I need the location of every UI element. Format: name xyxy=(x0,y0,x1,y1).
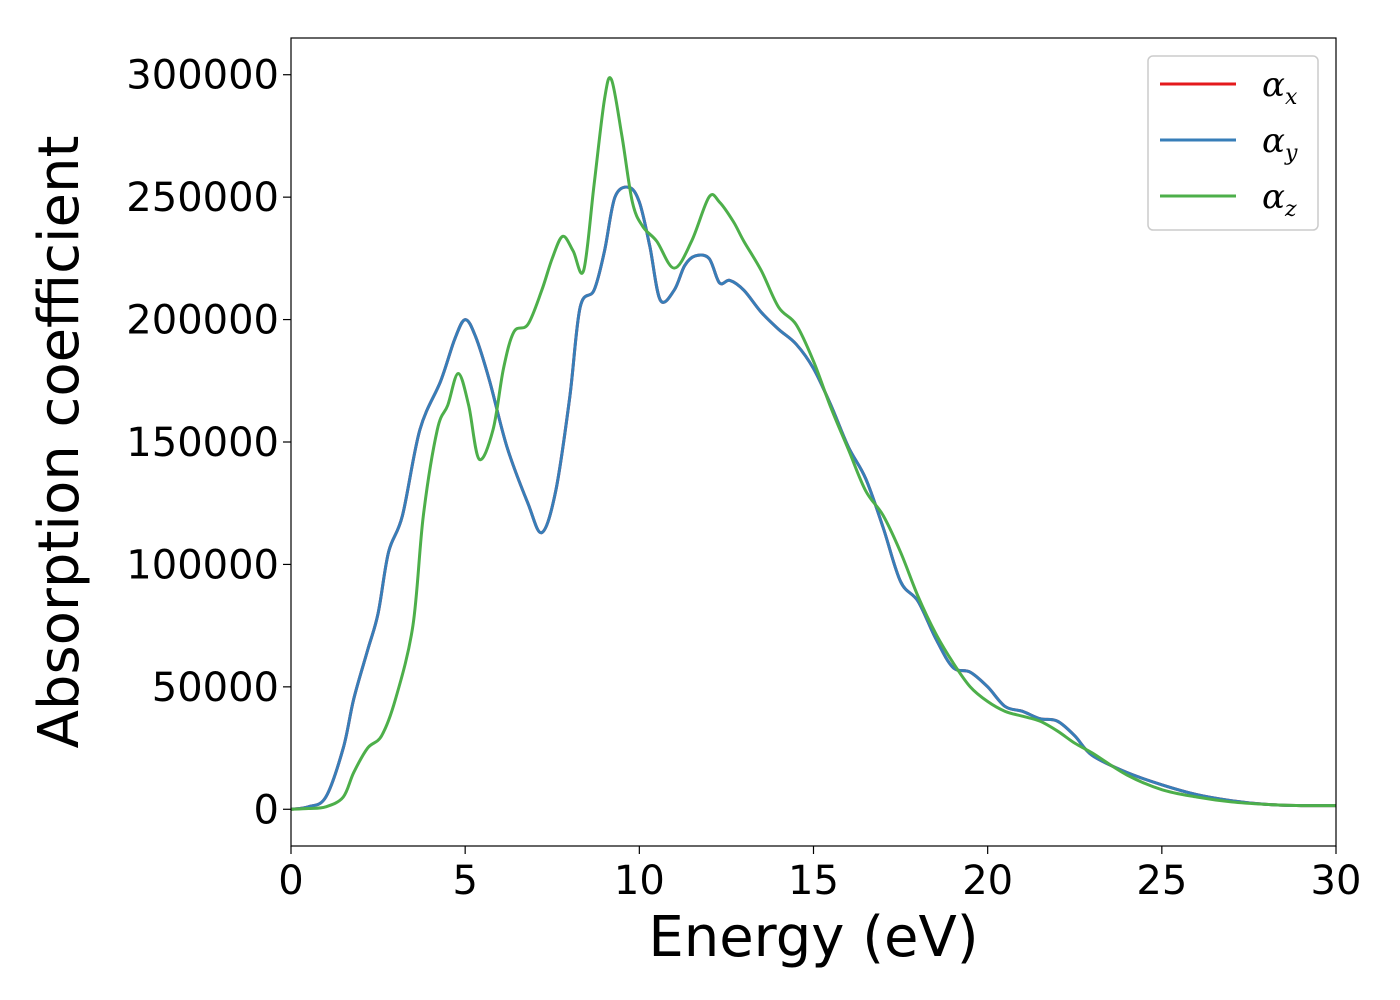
y-tick-label: 250000 xyxy=(126,175,279,221)
x-axis-label: Energy (eV) xyxy=(648,905,978,970)
x-tick-label: 5 xyxy=(452,858,477,904)
x-tick-label: 30 xyxy=(1311,858,1362,904)
series-line-y xyxy=(290,185,1337,811)
series-layer xyxy=(290,76,1337,811)
x-tick-label: 25 xyxy=(1136,858,1187,904)
y-tick-label: 50000 xyxy=(152,665,279,711)
y-tick-label: 100000 xyxy=(126,542,279,588)
legend: αx αy αz xyxy=(1147,55,1319,231)
series-line-z xyxy=(290,76,1337,811)
y-tick-label: 300000 xyxy=(126,53,279,99)
y-tick-label: 0 xyxy=(254,787,279,833)
y-tick-label: 200000 xyxy=(126,298,279,344)
y-axis-label: Absorption coefficient xyxy=(27,136,92,749)
x-tick-label: 10 xyxy=(614,858,665,904)
axis-ticks: 0 5 10 15 20 25 30 0 50000 100000 150000 200000 2500… xyxy=(126,53,1361,904)
x-tick-label: 15 xyxy=(788,858,839,904)
x-tick-label: 20 xyxy=(962,858,1013,904)
legend-box xyxy=(1147,55,1319,231)
legend-label-x: αx xyxy=(1262,65,1298,110)
y-tick-label: 150000 xyxy=(126,420,279,466)
legend-label-y: αy xyxy=(1262,121,1298,166)
x-tick-label: 0 xyxy=(278,858,303,904)
series-line-x xyxy=(290,185,1337,811)
legend-label-z: αz xyxy=(1262,177,1297,222)
